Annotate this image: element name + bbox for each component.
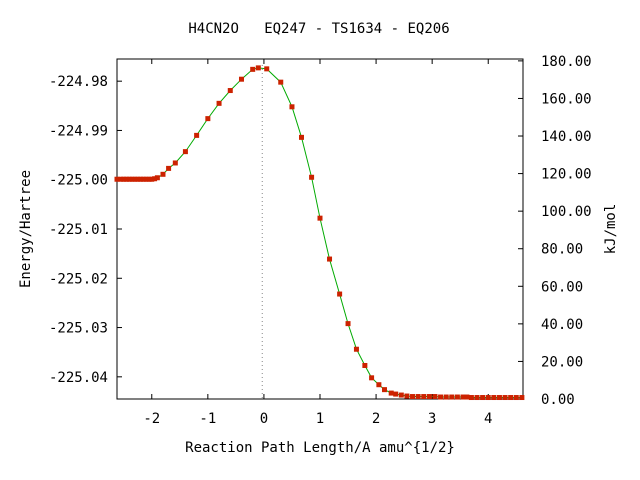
data-point bbox=[124, 176, 130, 182]
data-point bbox=[468, 395, 474, 401]
x-tick-label: 4 bbox=[484, 411, 492, 427]
data-point bbox=[255, 65, 261, 71]
data-point bbox=[298, 134, 304, 140]
y2-tick-label: 100.00 bbox=[541, 204, 592, 220]
data-point bbox=[410, 394, 416, 400]
y-tick-label: -224.98 bbox=[49, 74, 108, 90]
data-point bbox=[143, 176, 149, 182]
data-point bbox=[362, 362, 368, 368]
data-point bbox=[238, 76, 244, 82]
y2-tick-label: 140.00 bbox=[541, 129, 592, 145]
data-point bbox=[464, 394, 470, 400]
y-tick-label: -225.00 bbox=[49, 173, 108, 189]
data-point bbox=[216, 100, 222, 106]
x-tick-label: 0 bbox=[260, 411, 268, 427]
data-point bbox=[264, 66, 270, 72]
data-point bbox=[166, 165, 172, 171]
energy-curve bbox=[117, 67, 522, 398]
data-point bbox=[121, 176, 127, 182]
data-point bbox=[289, 104, 295, 110]
data-point bbox=[205, 116, 211, 122]
data-point bbox=[353, 346, 359, 352]
x-tick-label: 2 bbox=[372, 411, 380, 427]
data-point bbox=[227, 88, 233, 94]
data-point bbox=[388, 390, 394, 396]
y2-tick-label: 80.00 bbox=[541, 242, 583, 258]
y2-tick-label: 180.00 bbox=[541, 54, 592, 70]
data-point bbox=[327, 256, 333, 262]
data-point bbox=[250, 66, 256, 72]
data-point bbox=[398, 392, 404, 398]
y-tick-label: -224.99 bbox=[49, 123, 108, 139]
data-point bbox=[404, 393, 410, 399]
data-point bbox=[426, 394, 432, 400]
data-point bbox=[182, 149, 188, 155]
y-tick-label: -225.01 bbox=[49, 222, 108, 238]
data-point bbox=[152, 176, 158, 182]
data-points bbox=[114, 65, 525, 401]
data-point bbox=[194, 132, 200, 138]
data-point bbox=[126, 176, 132, 182]
axis-ticks: -2 -1 0 1 2 3 4 -224.98 -224.99 -225.00 -225.01 -22… bbox=[49, 54, 592, 427]
data-point bbox=[132, 176, 138, 182]
data-point bbox=[502, 395, 508, 401]
plot-frame bbox=[116, 58, 524, 400]
y2-tick-label: 160.00 bbox=[541, 91, 592, 107]
data-point bbox=[317, 215, 323, 221]
x-axis-label: Reaction Path Length/A amu^{1/2} bbox=[185, 440, 455, 456]
data-point bbox=[149, 176, 155, 182]
x-tick-label: -2 bbox=[143, 411, 160, 427]
data-point bbox=[129, 176, 135, 182]
x-tick-label: 3 bbox=[428, 411, 436, 427]
data-point bbox=[172, 160, 178, 166]
y-tick-label: -225.02 bbox=[49, 271, 108, 287]
y-tick-label: -225.04 bbox=[49, 370, 108, 386]
data-point bbox=[415, 394, 421, 400]
data-point bbox=[438, 394, 444, 400]
y2-tick-label: 40.00 bbox=[541, 317, 583, 333]
data-point bbox=[138, 176, 144, 182]
data-point bbox=[474, 395, 480, 401]
data-point bbox=[480, 395, 486, 401]
data-point bbox=[114, 176, 120, 182]
data-point bbox=[369, 375, 375, 381]
data-point bbox=[309, 174, 315, 180]
y-axis-label: Energy/Hartree bbox=[18, 170, 34, 288]
data-point bbox=[421, 394, 427, 400]
y2-axis-label: kJ/mol bbox=[603, 204, 619, 255]
data-point bbox=[460, 394, 466, 400]
y2-tick-label: 120.00 bbox=[541, 167, 592, 183]
series-line-0 bbox=[117, 67, 522, 398]
data-point bbox=[146, 176, 152, 182]
data-point bbox=[508, 395, 514, 401]
data-point bbox=[140, 176, 146, 182]
data-point bbox=[443, 394, 449, 400]
data-point bbox=[337, 291, 343, 297]
data-point bbox=[449, 394, 455, 400]
data-point bbox=[519, 395, 525, 401]
data-point bbox=[345, 321, 351, 327]
data-point bbox=[491, 395, 497, 401]
y2-tick-label: 60.00 bbox=[541, 279, 583, 295]
data-point bbox=[381, 387, 387, 393]
data-point bbox=[432, 394, 438, 400]
y2-tick-label: 0.00 bbox=[541, 392, 575, 408]
x-tick-label: 1 bbox=[316, 411, 324, 427]
data-point bbox=[278, 79, 284, 85]
data-point bbox=[496, 395, 502, 401]
data-point bbox=[485, 395, 491, 401]
data-point bbox=[118, 176, 124, 182]
data-point bbox=[454, 394, 460, 400]
data-point bbox=[393, 391, 399, 397]
x-tick-label: -1 bbox=[199, 411, 216, 427]
data-point bbox=[135, 176, 141, 182]
y-tick-label: -225.03 bbox=[49, 321, 108, 337]
data-point bbox=[160, 171, 166, 177]
y2-tick-label: 20.00 bbox=[541, 354, 583, 370]
data-point bbox=[513, 395, 519, 401]
data-point bbox=[376, 382, 382, 388]
data-point bbox=[154, 175, 160, 181]
chart-title: H4CN2O EQ247 - TS1634 - EQ206 bbox=[188, 21, 449, 37]
